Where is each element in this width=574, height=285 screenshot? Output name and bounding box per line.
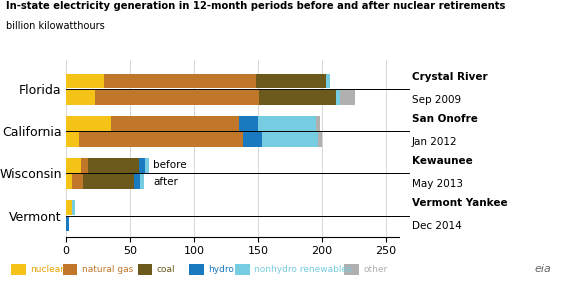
Bar [316,116,320,131]
Text: after: after [153,177,178,187]
Bar [318,132,322,147]
Text: San Onofre: San Onofre [412,114,478,124]
Text: billion kilowatthours: billion kilowatthours [6,21,104,31]
Bar [139,158,145,173]
Bar [66,158,82,173]
Text: May 2013: May 2013 [412,179,463,189]
Bar [82,158,88,173]
Bar [104,74,255,88]
Bar [258,116,316,131]
Bar [88,158,139,173]
Bar [66,174,72,189]
Bar [262,132,318,147]
Text: Sep 2009: Sep 2009 [412,95,461,105]
Bar [255,74,326,88]
Text: before: before [153,160,187,170]
Text: other: other [363,265,387,274]
Bar [259,90,336,105]
Text: hydro: hydro [208,265,234,274]
Bar [340,90,355,105]
Text: nuclear: nuclear [30,265,64,274]
Bar [239,116,258,131]
Bar [134,174,140,189]
Text: Crystal River: Crystal River [412,72,487,82]
Text: Dec 2014: Dec 2014 [412,221,461,231]
Bar [140,174,144,189]
Bar [336,90,340,105]
Text: Vermont Yankee: Vermont Yankee [412,198,507,208]
Bar [79,132,243,147]
Text: nonhydro renewables: nonhydro renewables [254,265,352,274]
Text: Kewaunee: Kewaunee [412,156,472,166]
Bar [95,90,259,105]
Text: eia: eia [534,264,551,274]
Bar [72,174,83,189]
Text: Jan 2012: Jan 2012 [412,137,457,147]
Bar [66,200,72,215]
Text: In-state electricity generation in 12-month periods before and after nuclear ret: In-state electricity generation in 12-mo… [6,1,505,11]
Bar [66,132,79,147]
Bar [243,132,262,147]
Text: natural gas: natural gas [82,265,133,274]
Bar [83,174,134,189]
Bar [111,116,239,131]
Bar [66,116,111,131]
Bar [66,216,68,231]
Text: coal: coal [157,265,175,274]
Bar [66,90,95,105]
Bar [145,158,149,173]
Bar [72,200,75,215]
Bar [326,74,330,88]
Bar [66,74,104,88]
